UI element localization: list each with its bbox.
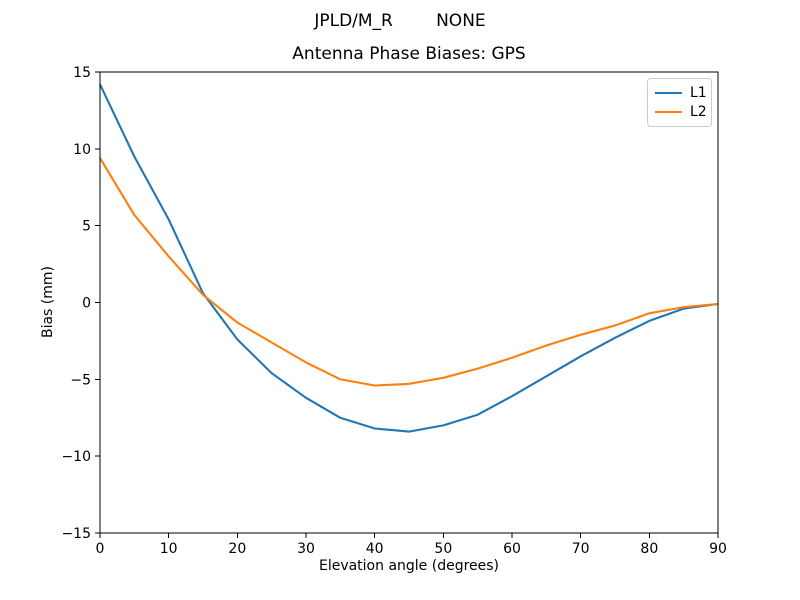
x-tick-label: 40 (366, 541, 384, 557)
x-tick-label: 80 (640, 541, 658, 557)
y-tick-label: 15 (73, 65, 91, 81)
y-tick-label: −5 (70, 372, 91, 388)
x-tick-label: 10 (160, 541, 178, 557)
x-tick-label: 70 (572, 541, 590, 557)
x-tick-label: 90 (709, 541, 727, 557)
y-axis-label: Bias (mm) (40, 265, 56, 339)
x-tick-label: 0 (96, 541, 105, 557)
legend-line-sample-l2 (655, 110, 682, 113)
x-tick-label: 50 (434, 541, 452, 557)
figure-suptitle: JPLD/M_R NONE (314, 11, 486, 31)
x-tick-label: 60 (503, 541, 521, 557)
y-tick-label: −15 (61, 526, 91, 542)
x-axis-label: Elevation angle (degrees) (318, 558, 500, 574)
legend-label-l2: L2 (690, 103, 707, 120)
legend-line-sample-l1 (655, 92, 682, 95)
y-tick-label: 0 (82, 296, 91, 312)
x-tick-label: 30 (297, 541, 315, 557)
axes-title: Antenna Phase Biases: GPS (292, 44, 526, 64)
plot-frame (99, 71, 719, 534)
y-tick-label: 10 (73, 142, 91, 158)
legend-label-l1: L1 (690, 85, 707, 102)
legend: L1 L2 (647, 78, 712, 127)
series-line-l2 (99, 157, 719, 387)
y-tick-label: −10 (61, 449, 91, 465)
legend-entry-l1: L1 (655, 84, 707, 103)
series-line-l1 (99, 83, 719, 433)
legend-entry-l2: L2 (655, 103, 707, 122)
x-tick-label: 20 (228, 541, 246, 557)
y-tick-label: 5 (82, 219, 91, 235)
